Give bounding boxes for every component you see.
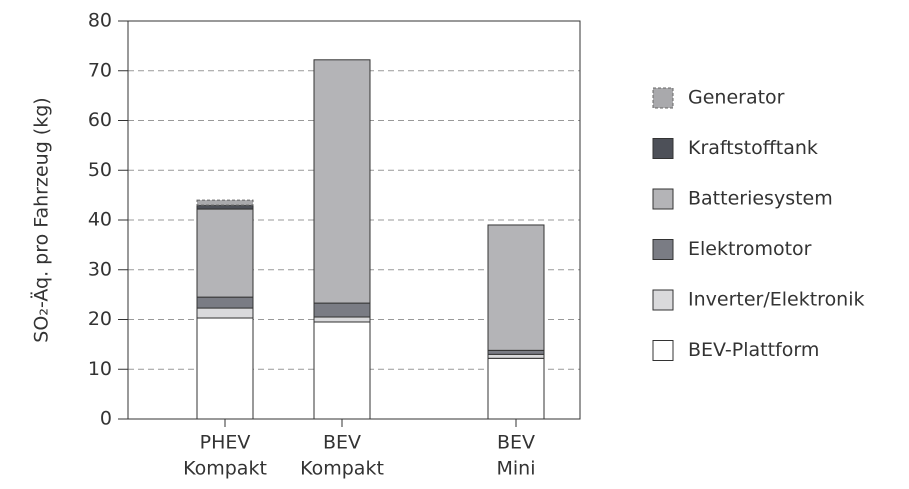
legend-label: BEV-Plattform (688, 339, 819, 361)
bar-segment (196, 199, 254, 206)
legend-swatch (652, 188, 674, 210)
legend-swatch (652, 239, 674, 260)
bar-segment (196, 317, 254, 420)
y-tick-label: 20 (88, 308, 112, 330)
bar-segment (313, 59, 371, 304)
legend-label: Elektromotor (688, 238, 812, 260)
x-tick-label: Kompakt (300, 458, 384, 480)
bar-segment (313, 316, 371, 323)
bar-segment (196, 296, 254, 309)
y-tick-label: 70 (88, 59, 112, 81)
y-axis-label: SO₂-Äq. pro Fahrzeug (kg) (30, 97, 53, 342)
y-tick-label: 60 (88, 109, 112, 131)
bar-segment (313, 321, 371, 420)
bar-segment (487, 353, 545, 359)
x-tick-label: Mini (497, 458, 536, 480)
bar-segment (313, 302, 371, 318)
x-tick-label: Kompakt (183, 458, 267, 480)
bar-segment (196, 307, 254, 319)
legend-swatch (652, 138, 674, 159)
y-tick-label: 80 (88, 10, 112, 32)
x-tick-label: PHEV (200, 432, 251, 454)
x-tick-label: BEV (323, 432, 361, 454)
legend-swatch (652, 87, 674, 109)
legend-label: Generator (688, 87, 785, 109)
y-tick-label: 50 (88, 159, 112, 181)
bar-segment (487, 357, 545, 420)
y-tick-label: 30 (88, 258, 112, 280)
bar-segment (487, 349, 545, 355)
legend-label: Batteriesystem (688, 188, 833, 210)
y-tick-label: 10 (88, 358, 112, 380)
y-tick-label: 40 (88, 209, 112, 231)
legend-label: Kraftstofftank (688, 137, 818, 159)
x-tick-label: BEV (497, 432, 535, 454)
bar-segment (196, 208, 254, 298)
y-tick-label: 0 (100, 408, 112, 430)
legend-swatch (652, 289, 674, 311)
bar-segment (487, 224, 545, 351)
legend-label: Inverter/Elektronik (688, 289, 865, 311)
legend-swatch (652, 340, 674, 361)
bar-segment (196, 204, 254, 210)
